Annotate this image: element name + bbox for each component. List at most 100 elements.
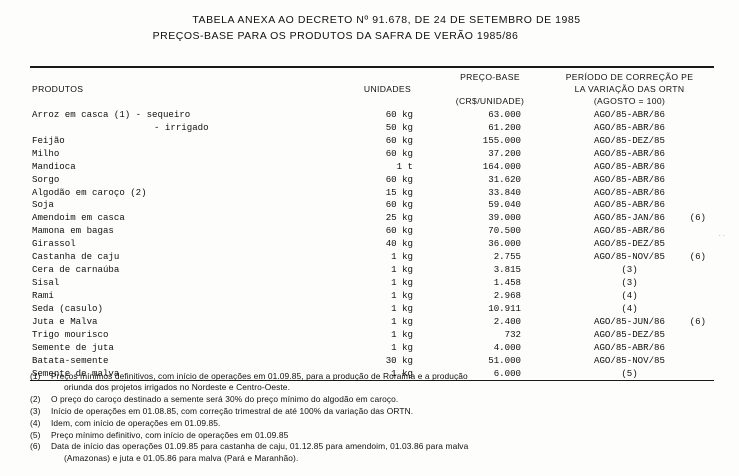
cell-periodo: (3)	[545, 264, 714, 277]
header-label-produtos: PRODUTOS	[32, 84, 84, 94]
cell-preco: 61.200	[488, 121, 521, 133]
cell-periodo: AGO/85-JUN/86 (6)	[545, 316, 714, 329]
cell-unidade: 1 kg	[391, 290, 413, 302]
cell-produto: Sorgo	[32, 173, 60, 185]
periodo-value: (4)	[621, 303, 638, 315]
footnote-marker: (3)	[30, 406, 41, 416]
cell-preco: 33.840	[488, 186, 521, 198]
cell-periodo: AGO/85-ABR/86	[545, 225, 714, 238]
cell-unidade: 1 kg	[391, 368, 413, 380]
periodo-value: (3)	[621, 264, 638, 276]
cell-preco: 3.815	[493, 264, 521, 276]
cell-produto: Arroz em casca (1) - sequeiro	[32, 108, 191, 120]
cell-unidade: 1 kg	[391, 303, 413, 315]
header-cell-unidades: UNIDADES	[340, 68, 435, 108]
cell-periodo: AGO/85-ABR/86	[545, 121, 714, 134]
price-table-wrapper: PRODUTOS UNIDADES PREÇO-BASE (CR$/UNIDAD…	[30, 66, 714, 382]
cell-produto: Feijão	[32, 134, 65, 146]
table-bottom-rule	[30, 380, 714, 382]
table-body: Arroz em casca (1) - sequeiro 60 kg 63.000…	[30, 108, 714, 380]
header-cell-preco: PREÇO-BASE (CR$/UNIDADE)	[435, 68, 545, 108]
table-row: Seda (casulo) 1 kg 10.911 (4)	[30, 303, 714, 316]
periodo-value: AGO/85-ABR/86	[594, 121, 665, 133]
cell-periodo: (3)	[545, 277, 714, 290]
cell-unidade: 30 kg	[385, 355, 413, 367]
cell-periodo: AGO/85-NOV/85 (6)	[545, 251, 714, 264]
periodo-value: (4)	[621, 290, 638, 302]
periodo-value: (3)	[621, 277, 638, 289]
periodo-value: AGO/85-ABR/86	[594, 173, 665, 185]
periodo-value: AGO/85-DEZ/85	[594, 134, 665, 146]
cell-unidade: 1 kg	[391, 277, 413, 289]
footnote: (6) Data de início das operações 01.09.85…	[30, 441, 720, 464]
table-row: Mandioca 1 t 164.000 AGO/85-ABR/86	[30, 160, 714, 173]
periodo-value: AGO/85-ABR/86	[594, 108, 665, 120]
cell-periodo: (4)	[545, 290, 714, 303]
footnote: (3) Início de operações em 01.08.85, com …	[30, 406, 720, 417]
footnote-text: Preços mínimos definitivos, com início d…	[51, 371, 720, 394]
cell-produto: Rami	[32, 290, 54, 302]
cell-produto: Castanha de caju	[32, 251, 120, 263]
cell-produto: - irrigado	[154, 121, 209, 133]
table-row: Milho 60 kg 37.200 AGO/85-ABR/86	[30, 147, 714, 160]
cell-unidade: 60 kg	[385, 173, 413, 185]
cell-unidade: 60 kg	[385, 134, 413, 146]
footnote-text: Idem, com início de operações em 01.09.8…	[51, 417, 221, 428]
table-row: Semente de juta 1 kg 4.000 AGO/85-ABR/86	[30, 341, 714, 354]
cell-produto: Trigo mourisco	[32, 329, 109, 341]
cell-unidade: 60 kg	[385, 199, 413, 211]
cell-preco: 51.000	[488, 355, 521, 367]
cell-unidade: 1 kg	[391, 264, 413, 276]
table-row: Soja 60 kg 59.040 AGO/85-ABR/86	[30, 199, 714, 212]
cell-unidade: 60 kg	[385, 108, 413, 120]
header-label-periodo-line3: (AGOSTO = 100)	[593, 96, 666, 106]
header-label-periodo-line2: LA VARIAÇÃO DAS ORTN	[574, 84, 685, 94]
footnote: (4) Idem, com início de operações em 01.0…	[30, 418, 720, 429]
periodo-value: AGO/85-ABR/86	[594, 199, 665, 211]
table-top-rule	[30, 66, 714, 68]
footnotes-list: (1) Preços mínimos definitivos, com iníci…	[30, 371, 720, 465]
periodo-value: AGO/85-DEZ/85	[594, 329, 665, 341]
cell-preco: 59.040	[488, 199, 521, 211]
cell-periodo: (4)	[545, 303, 714, 316]
cell-produto: Semente de juta	[32, 342, 114, 354]
cell-produto: Semente de malva	[32, 368, 120, 380]
periodo-footnote-ref: (6)	[689, 212, 706, 224]
document-subtitle: PREÇOS-BASE PARA OS PRODUTOS DA SAFRA DE…	[152, 30, 519, 42]
table-row: Algodão em caroço (2) 15 kg 33.840 AGO/85-A…	[30, 186, 714, 199]
periodo-value: AGO/85-ABR/86	[594, 186, 665, 198]
table-row: Arroz em casca (1) - sequeiro 60 kg 63.000…	[30, 108, 714, 121]
table-header: PRODUTOS UNIDADES PREÇO-BASE (CR$/UNIDAD…	[30, 68, 714, 108]
table-row: Feijão 60 kg 155.000 AGO/85-DEZ/85	[30, 134, 714, 147]
table-row: Sorgo 60 kg 31.620 AGO/85-ABR/86	[30, 173, 714, 186]
header-label-periodo-line1: PERÍODO DE CORREÇÃO PE	[565, 72, 694, 82]
footnote-marker: (4)	[30, 417, 41, 428]
footnote-text-continued: oriunda dos projetos irrigados no Nordes…	[64, 382, 290, 393]
table-row: Juta e Malva 1 kg 2.400 AGO/85-JUN/86 (6)	[30, 316, 714, 329]
table-row: Cera de carnaúba 1 kg 3.815 (3)	[30, 264, 714, 277]
cell-produto: Sisal	[32, 277, 60, 289]
cell-unidade: 60 kg	[385, 147, 413, 159]
cell-unidade: 60 kg	[385, 225, 413, 237]
cell-periodo: AGO/85-DEZ/85	[545, 134, 714, 147]
cell-unidade: 1 kg	[391, 342, 413, 354]
cell-produto: Mamona em bagas	[32, 225, 114, 237]
table-row: Trigo mourisco 1 kg 732 AGO/85-DEZ/85	[30, 328, 714, 341]
cell-preco: 36.000	[488, 238, 521, 250]
footnote: (2) O preço do caroço destinado a semente…	[30, 394, 720, 405]
periodo-value: (5)	[621, 368, 638, 380]
cell-periodo: AGO/85-NOV/85	[545, 354, 714, 367]
footnote: (5) Preço mínimo definitivo, com início d…	[30, 430, 720, 441]
cell-unidade: 1 t	[396, 160, 413, 172]
cell-produto: Batata-semente	[32, 355, 109, 367]
cell-produto: Algodão em caroço (2)	[32, 186, 147, 198]
cell-periodo: AGO/85-ABR/86	[545, 173, 714, 186]
periodo-value: AGO/85-ABR/86	[594, 225, 665, 237]
footnote-marker: (2)	[30, 394, 41, 405]
table-row: Semente de malva 1 kg 6.000 (5)	[30, 367, 714, 380]
periodo-footnote-ref: (6)	[689, 316, 706, 328]
periodo-value: AGO/85-DEZ/85	[594, 238, 665, 250]
header-cell-periodo: PERÍODO DE CORREÇÃO PE LA VARIAÇÃO DAS O…	[545, 68, 714, 108]
price-table: PRODUTOS UNIDADES PREÇO-BASE (CR$/UNIDAD…	[30, 68, 714, 380]
